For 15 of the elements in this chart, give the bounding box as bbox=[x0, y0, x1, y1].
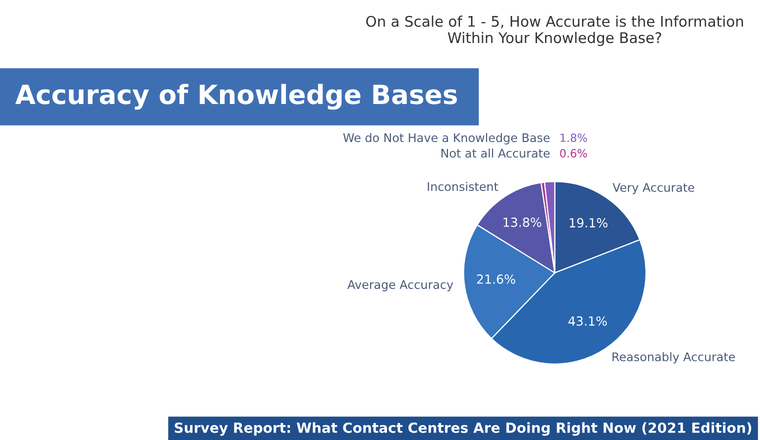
data-label: 0.6% bbox=[560, 149, 587, 158]
data-label: 13.8% bbox=[504, 218, 542, 227]
slice-label: Very Accurate bbox=[612, 183, 694, 194]
data-label: 43.1% bbox=[568, 316, 607, 326]
chart-title: Accuracy of Knowledge Bases bbox=[15, 84, 457, 110]
slice-label: We do Not Have a Knowledge Base bbox=[343, 133, 550, 144]
slice-label: Average Accuracy bbox=[347, 280, 454, 292]
data-label: 21.6% bbox=[477, 274, 516, 284]
chart-subtitle: On a Scale of 1 - 5, How Accurate is the Information Within Your Knowledge Base? bbox=[366, 16, 743, 46]
data-label: 1.8% bbox=[560, 134, 587, 142]
data-label: 19.1% bbox=[570, 218, 608, 228]
slice-label: Reasonably Accurate bbox=[612, 352, 735, 364]
slice-label: Not at all Accurate bbox=[441, 148, 550, 158]
slice-label: Inconsistent bbox=[428, 182, 498, 192]
text: Survey Report: What Contact Centres Are Doing Right Now (2021 Edition) bbox=[174, 422, 752, 436]
